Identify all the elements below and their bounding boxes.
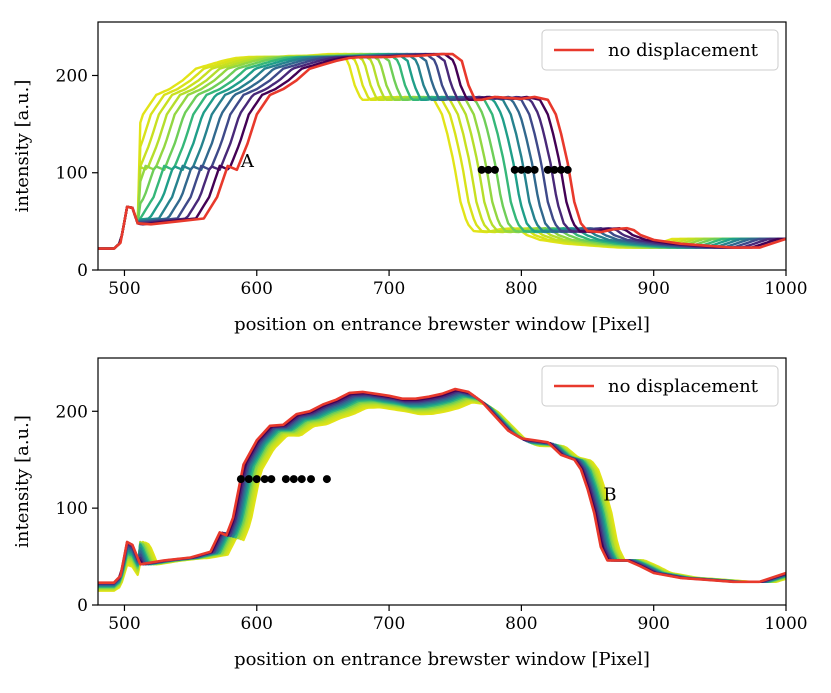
displaced-series-line [98,398,786,590]
marker-point [530,165,539,174]
annotation-label: A [240,151,255,172]
annotation-label: B [603,484,616,505]
marker-point [289,475,298,484]
x-tick-label: 700 [373,614,405,634]
marker-point [281,475,290,484]
legend-label: no displacement [608,376,759,397]
legend: no displacement [541,365,779,407]
marker-point [563,165,572,174]
marker-point [307,475,316,484]
marker-point [517,165,526,174]
marker-point [490,165,499,174]
y-tick-label: 200 [56,66,88,86]
bottom-chart-panel: 500 600 700 800 900 1000 0 100 200 position on en… [12,357,808,670]
displaced-series-line [98,397,786,590]
x-tick-label: 800 [505,279,537,299]
marker-point [524,165,532,174]
axes-frame [97,21,787,271]
x-tick-label: 600 [241,614,273,634]
marker-point [244,475,253,484]
legend-box [541,29,779,71]
x-tick-label: 900 [637,279,669,299]
y-tick-label: 200 [56,402,88,422]
plot-area [98,387,786,592]
reference-series-line [98,387,786,585]
displaced-series-line [98,401,786,592]
marker-point [297,475,306,484]
marker-point [260,475,269,484]
x-tick-label: 700 [373,279,405,299]
legend: no displacement [541,29,779,71]
marker-point [557,165,566,174]
marker-point [543,165,552,174]
marker-point [510,165,519,174]
marker-point [267,475,276,484]
displaced-series-line [98,399,786,591]
marker-point [322,475,331,484]
y-axis-label: intensity [a.u.] [12,80,33,213]
displaced-series-line [98,395,786,588]
x-tick-label: 500 [108,614,140,634]
displaced-series-line [98,400,786,592]
y-axis-label: intensity [a.u.] [12,415,33,548]
marker-point [236,475,245,484]
top-chart-panel: 500 600 700 800 900 1000 0 100 200 position on en… [12,21,808,335]
axes-frame [97,357,787,606]
x-tick-label: 600 [241,279,273,299]
x-axis-label: position on entrance brewster window [Pi… [234,314,650,335]
legend-box [541,365,779,407]
legend-label: no displacement [608,40,759,61]
y-tick-label: 0 [77,596,88,616]
y-tick-label: 0 [77,261,88,281]
y-tick-label: 100 [56,164,88,184]
x-tick-label: 500 [108,279,140,299]
x-tick-label: 1000 [764,614,807,634]
x-tick-label: 1000 [764,279,807,299]
x-tick-label: 800 [505,614,537,634]
marker-point [252,475,261,484]
plot-area [98,52,786,250]
x-tick-label: 900 [637,614,669,634]
marker-point [477,165,486,174]
marker-point [484,165,493,174]
x-axis-label: position on entrance brewster window [Pi… [234,649,650,670]
marker-point [550,165,559,174]
y-tick-label: 100 [56,499,88,519]
displaced-series-line [98,52,786,250]
reference-series-line [98,52,786,250]
